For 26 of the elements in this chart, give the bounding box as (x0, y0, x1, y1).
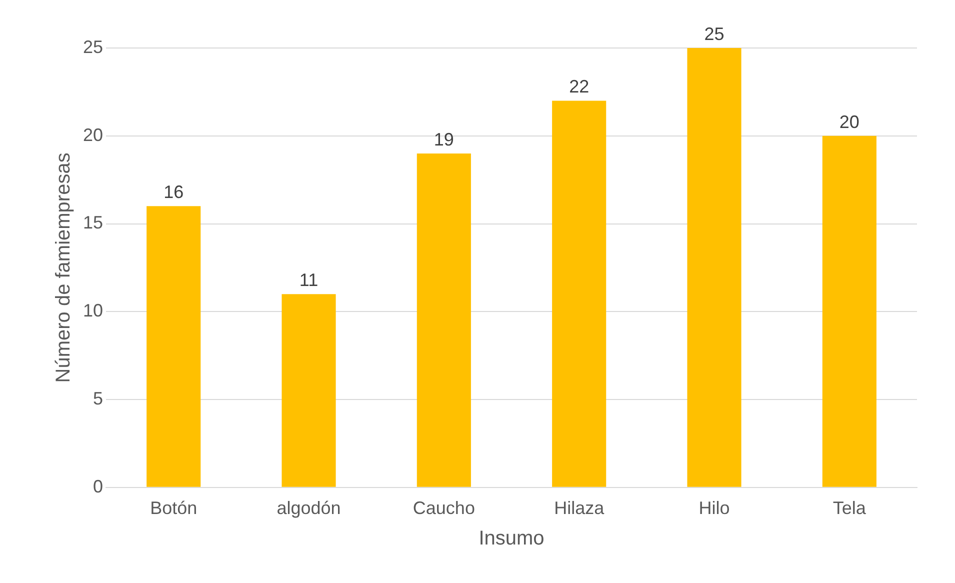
data-label: 20 (839, 112, 860, 132)
data-label: 11 (299, 270, 318, 290)
bar (552, 100, 606, 487)
bar (822, 136, 876, 487)
data-label: 19 (434, 129, 454, 150)
x-tick-label: Hilo (698, 498, 730, 518)
bar (416, 153, 471, 487)
data-label: 16 (164, 182, 184, 202)
x-tick-label: Caucho (412, 498, 475, 518)
x-tick-label: algodón (276, 498, 341, 518)
bar (146, 206, 201, 487)
bar (282, 294, 336, 487)
bar (687, 48, 742, 487)
y-tick-label: 10 (82, 300, 104, 321)
y-tick-label: 25 (82, 36, 104, 57)
y-tick-label: 15 (82, 212, 104, 233)
y-tick-label: 5 (93, 388, 104, 408)
data-label: 22 (569, 76, 590, 97)
x-axis-title: Insumo (478, 528, 544, 550)
data-label: 25 (704, 24, 724, 44)
x-tick-label: Botón (150, 498, 198, 518)
x-tick-label: Hilaza (554, 498, 606, 518)
y-tick-label: 20 (82, 124, 104, 145)
y-tick-label: 0 (93, 476, 104, 496)
x-tick-label: Tela (832, 498, 867, 518)
y-axis-title: Número de famiempresas (52, 152, 75, 383)
